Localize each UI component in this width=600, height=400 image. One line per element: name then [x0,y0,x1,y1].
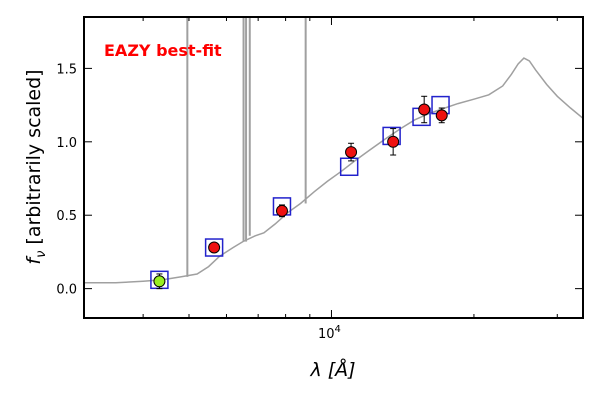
observed-flux-point [435,109,448,122]
template-spectrum [84,57,584,284]
x-tick-exponent: 4 [335,324,341,335]
observed-flux-point [345,146,358,159]
x-tick-base: 10 [318,327,335,342]
model-flux-box [339,157,359,177]
y-axis-label: fν [arbitrarily scaled] [23,69,49,264]
axes-frame [83,16,584,319]
y-tick-label: 1.5 [56,62,77,77]
y-tick-label: 0.0 [56,283,77,298]
x-axis-label: λ [Å] [309,358,355,381]
y-tick-label: 1.0 [56,136,77,151]
axis-ticks: 0.0 0.5 1.0 1.5 104 [56,17,583,342]
observed-flux-point [208,241,221,254]
x-tick-label: 104 [318,324,341,342]
model-flux-box [204,238,224,257]
highlighted-flux-point [153,275,166,288]
observed-flux-point [387,135,400,148]
chart-annotation: EAZY best-fit [104,41,222,60]
ylabel-text: [arbitrarily scaled] [23,69,45,244]
y-tick-label: 0.5 [56,209,77,224]
observed-flux-point [418,103,431,116]
plot-data-layer [84,17,584,290]
observed-flux-point [275,204,288,217]
ylabel-symbol: f [23,255,45,265]
ylabel-subscript: ν [34,251,49,258]
svg-text:fν [arbitrarily scaled]: fν [arbitrarily scaled] [23,69,49,264]
